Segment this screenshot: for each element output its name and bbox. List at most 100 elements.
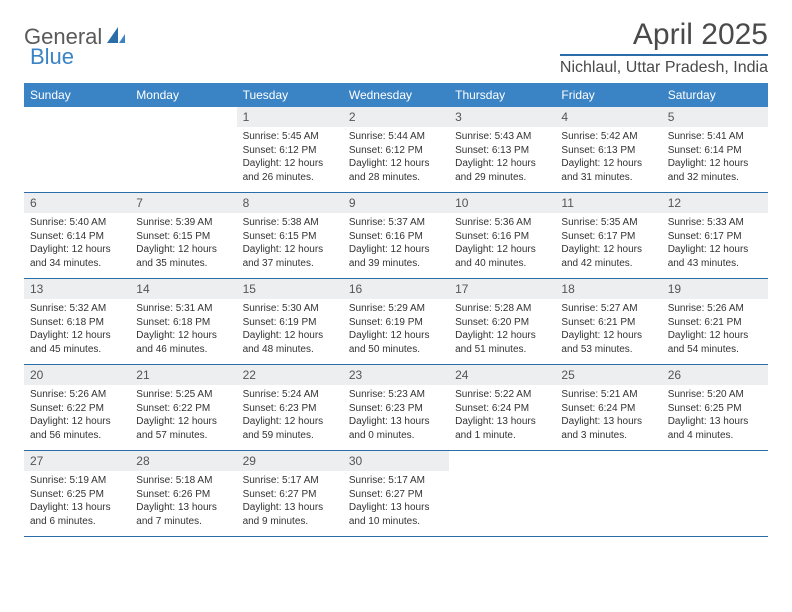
calendar-day-cell [662, 451, 768, 537]
daylight-text: Daylight: 12 hours and 50 minutes. [349, 329, 443, 356]
day-number: 10 [449, 193, 555, 213]
logo-sail-icon [106, 26, 126, 49]
calendar-week-row: 20Sunrise: 5:26 AMSunset: 6:22 PMDayligh… [24, 365, 768, 451]
day-number: 15 [237, 279, 343, 299]
day-content: Sunrise: 5:33 AMSunset: 6:17 PMDaylight:… [662, 213, 768, 278]
sunrise-text: Sunrise: 5:26 AM [30, 388, 124, 402]
sunrise-text: Sunrise: 5:21 AM [561, 388, 655, 402]
sunset-text: Sunset: 6:16 PM [349, 230, 443, 244]
calendar-day-cell [24, 107, 130, 193]
day-content: Sunrise: 5:17 AMSunset: 6:27 PMDaylight:… [237, 471, 343, 536]
sunset-text: Sunset: 6:18 PM [136, 316, 230, 330]
sunset-text: Sunset: 6:12 PM [349, 144, 443, 158]
sunset-text: Sunset: 6:26 PM [136, 488, 230, 502]
day-number: 24 [449, 365, 555, 385]
day-content: Sunrise: 5:37 AMSunset: 6:16 PMDaylight:… [343, 213, 449, 278]
weekday-header: Monday [130, 83, 236, 107]
sunset-text: Sunset: 6:25 PM [30, 488, 124, 502]
daylight-text: Daylight: 12 hours and 28 minutes. [349, 157, 443, 184]
day-content: Sunrise: 5:45 AMSunset: 6:12 PMDaylight:… [237, 127, 343, 192]
calendar-day-cell [449, 451, 555, 537]
day-number: 17 [449, 279, 555, 299]
day-number: 6 [24, 193, 130, 213]
calendar-day-cell: 21Sunrise: 5:25 AMSunset: 6:22 PMDayligh… [130, 365, 236, 451]
calendar-day-cell: 10Sunrise: 5:36 AMSunset: 6:16 PMDayligh… [449, 193, 555, 279]
calendar-day-cell: 19Sunrise: 5:26 AMSunset: 6:21 PMDayligh… [662, 279, 768, 365]
day-content: Sunrise: 5:27 AMSunset: 6:21 PMDaylight:… [555, 299, 661, 364]
sunset-text: Sunset: 6:27 PM [349, 488, 443, 502]
weekday-header: Tuesday [237, 83, 343, 107]
location: Nichlaul, Uttar Pradesh, India [560, 54, 768, 77]
sunset-text: Sunset: 6:15 PM [243, 230, 337, 244]
month-title: April 2025 [560, 18, 768, 52]
day-number: 4 [555, 107, 661, 127]
sunset-text: Sunset: 6:19 PM [349, 316, 443, 330]
day-number: 28 [130, 451, 236, 471]
calendar-day-cell: 25Sunrise: 5:21 AMSunset: 6:24 PMDayligh… [555, 365, 661, 451]
weekday-header: Friday [555, 83, 661, 107]
sunset-text: Sunset: 6:18 PM [30, 316, 124, 330]
day-content: Sunrise: 5:28 AMSunset: 6:20 PMDaylight:… [449, 299, 555, 364]
sunrise-text: Sunrise: 5:26 AM [668, 302, 762, 316]
sunrise-text: Sunrise: 5:17 AM [243, 474, 337, 488]
sunrise-text: Sunrise: 5:18 AM [136, 474, 230, 488]
daylight-text: Daylight: 12 hours and 26 minutes. [243, 157, 337, 184]
sunset-text: Sunset: 6:23 PM [243, 402, 337, 416]
calendar-day-cell: 12Sunrise: 5:33 AMSunset: 6:17 PMDayligh… [662, 193, 768, 279]
calendar-table: SundayMondayTuesdayWednesdayThursdayFrid… [24, 83, 768, 537]
sunrise-text: Sunrise: 5:40 AM [30, 216, 124, 230]
day-number: 20 [24, 365, 130, 385]
daylight-text: Daylight: 12 hours and 35 minutes. [136, 243, 230, 270]
sunset-text: Sunset: 6:12 PM [243, 144, 337, 158]
weekday-header: Saturday [662, 83, 768, 107]
sunrise-text: Sunrise: 5:31 AM [136, 302, 230, 316]
day-number: 27 [24, 451, 130, 471]
day-number: 25 [555, 365, 661, 385]
day-content: Sunrise: 5:23 AMSunset: 6:23 PMDaylight:… [343, 385, 449, 450]
daylight-text: Daylight: 12 hours and 43 minutes. [668, 243, 762, 270]
day-content: Sunrise: 5:26 AMSunset: 6:21 PMDaylight:… [662, 299, 768, 364]
day-number: 13 [24, 279, 130, 299]
day-number: 19 [662, 279, 768, 299]
daylight-text: Daylight: 12 hours and 31 minutes. [561, 157, 655, 184]
daylight-text: Daylight: 13 hours and 9 minutes. [243, 501, 337, 528]
calendar-day-cell: 29Sunrise: 5:17 AMSunset: 6:27 PMDayligh… [237, 451, 343, 537]
day-number: 26 [662, 365, 768, 385]
sunrise-text: Sunrise: 5:35 AM [561, 216, 655, 230]
sunset-text: Sunset: 6:24 PM [561, 402, 655, 416]
sunset-text: Sunset: 6:19 PM [243, 316, 337, 330]
logo-text-blue: Blue [30, 44, 74, 70]
daylight-text: Daylight: 13 hours and 10 minutes. [349, 501, 443, 528]
calendar-week-row: 13Sunrise: 5:32 AMSunset: 6:18 PMDayligh… [24, 279, 768, 365]
sunrise-text: Sunrise: 5:42 AM [561, 130, 655, 144]
sunset-text: Sunset: 6:13 PM [455, 144, 549, 158]
calendar-day-cell: 9Sunrise: 5:37 AMSunset: 6:16 PMDaylight… [343, 193, 449, 279]
calendar-day-cell: 3Sunrise: 5:43 AMSunset: 6:13 PMDaylight… [449, 107, 555, 193]
weekday-header-row: SundayMondayTuesdayWednesdayThursdayFrid… [24, 83, 768, 107]
sunset-text: Sunset: 6:16 PM [455, 230, 549, 244]
day-content: Sunrise: 5:21 AMSunset: 6:24 PMDaylight:… [555, 385, 661, 450]
sunset-text: Sunset: 6:20 PM [455, 316, 549, 330]
sunrise-text: Sunrise: 5:27 AM [561, 302, 655, 316]
sunrise-text: Sunrise: 5:44 AM [349, 130, 443, 144]
day-content: Sunrise: 5:36 AMSunset: 6:16 PMDaylight:… [449, 213, 555, 278]
calendar-day-cell: 24Sunrise: 5:22 AMSunset: 6:24 PMDayligh… [449, 365, 555, 451]
day-content: Sunrise: 5:39 AMSunset: 6:15 PMDaylight:… [130, 213, 236, 278]
daylight-text: Daylight: 12 hours and 48 minutes. [243, 329, 337, 356]
day-content: Sunrise: 5:17 AMSunset: 6:27 PMDaylight:… [343, 471, 449, 536]
daylight-text: Daylight: 13 hours and 4 minutes. [668, 415, 762, 442]
sunset-text: Sunset: 6:25 PM [668, 402, 762, 416]
day-content: Sunrise: 5:26 AMSunset: 6:22 PMDaylight:… [24, 385, 130, 450]
sunrise-text: Sunrise: 5:25 AM [136, 388, 230, 402]
sunset-text: Sunset: 6:22 PM [136, 402, 230, 416]
sunrise-text: Sunrise: 5:23 AM [349, 388, 443, 402]
calendar-day-cell: 23Sunrise: 5:23 AMSunset: 6:23 PMDayligh… [343, 365, 449, 451]
day-number: 16 [343, 279, 449, 299]
weekday-header: Wednesday [343, 83, 449, 107]
sunset-text: Sunset: 6:23 PM [349, 402, 443, 416]
daylight-text: Daylight: 13 hours and 1 minute. [455, 415, 549, 442]
daylight-text: Daylight: 12 hours and 29 minutes. [455, 157, 549, 184]
day-content: Sunrise: 5:41 AMSunset: 6:14 PMDaylight:… [662, 127, 768, 192]
daylight-text: Daylight: 12 hours and 32 minutes. [668, 157, 762, 184]
day-content: Sunrise: 5:32 AMSunset: 6:18 PMDaylight:… [24, 299, 130, 364]
